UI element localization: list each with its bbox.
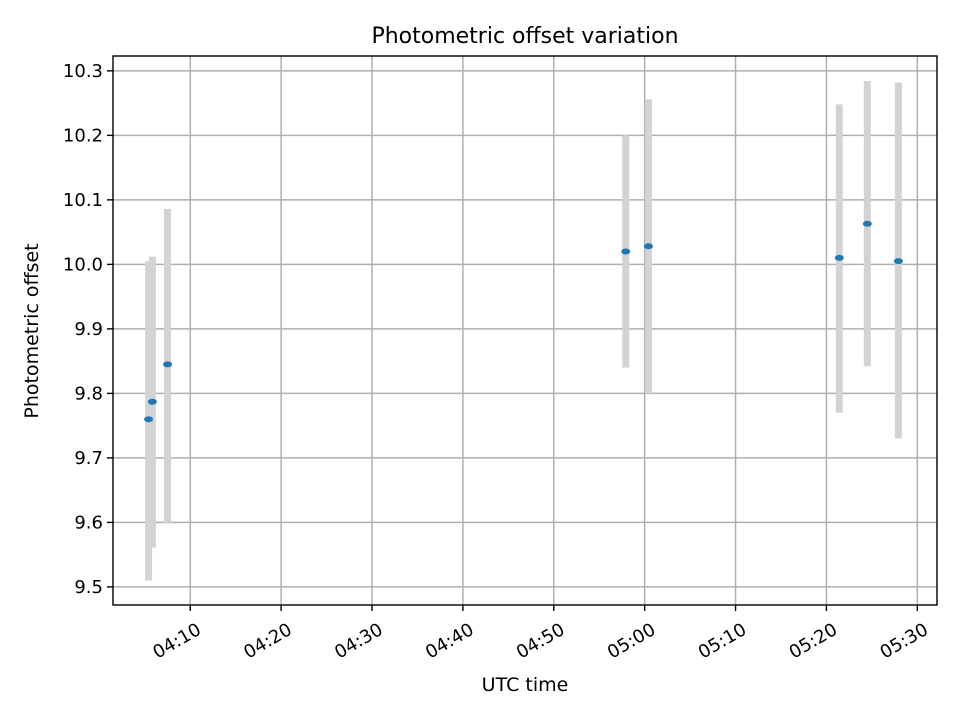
y-tick-label: 9.5 — [74, 577, 103, 598]
y-tick-label: 10.2 — [63, 125, 103, 146]
data-point — [893, 258, 903, 265]
data-point — [144, 416, 154, 423]
x-tick-label: 05:00 — [604, 619, 659, 663]
y-tick-label: 9.9 — [74, 319, 103, 340]
data-point — [147, 398, 157, 405]
y-axis: 9.5 9.6 9.7 9.8 9.9 10.0 10.1 10.2 10.3 — [63, 61, 113, 598]
y-tick-label: 9.7 — [74, 448, 103, 469]
grid — [113, 56, 937, 605]
x-axis: 04:10 04:20 04:30 04:40 04:50 05:00 05:10 05:20… — [149, 605, 932, 663]
chart-title: Photometric offset variation — [371, 24, 678, 49]
x-tick-label: 04:40 — [422, 619, 477, 663]
y-axis-label: Photometric offset — [21, 243, 43, 418]
y-tick-label: 10.3 — [63, 61, 103, 82]
x-tick-label: 04:50 — [513, 619, 568, 663]
x-tick-label: 05:20 — [786, 619, 841, 663]
y-tick-label: 10.0 — [63, 254, 103, 275]
y-tick-label: 10.1 — [63, 190, 103, 211]
x-tick-label: 05:30 — [876, 619, 931, 663]
x-tick-label: 04:30 — [331, 619, 386, 663]
data-point — [163, 361, 173, 368]
error-bars — [145, 81, 902, 581]
data-points — [144, 220, 903, 423]
data-point — [643, 243, 653, 250]
x-axis-label: UTC time — [482, 674, 569, 696]
y-tick-label: 9.6 — [74, 512, 103, 533]
x-tick-label: 04:10 — [149, 619, 204, 663]
y-tick-label: 9.8 — [74, 383, 103, 404]
data-point — [862, 220, 872, 227]
x-tick-label: 05:10 — [695, 619, 750, 663]
data-point — [621, 248, 631, 255]
x-tick-label: 04:20 — [240, 619, 295, 663]
plot-frame — [112, 55, 938, 606]
data-point — [834, 254, 844, 261]
